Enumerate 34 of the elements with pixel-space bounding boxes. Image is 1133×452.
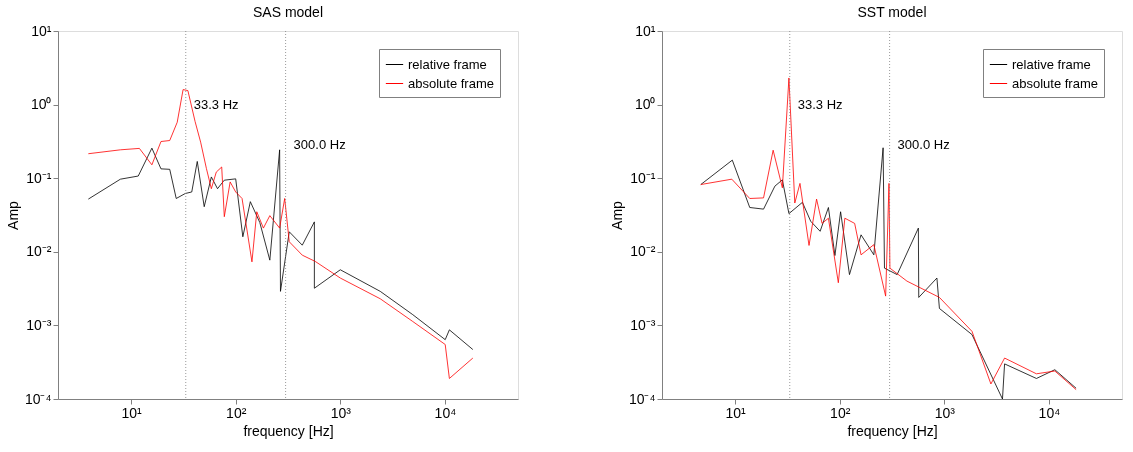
x-tick-label: 10¹ — [725, 404, 747, 421]
y-tick-label: 10⁰ — [634, 96, 656, 113]
legend-label: relative frame — [408, 56, 487, 72]
ref-line-label: 33.3 Hz — [797, 97, 843, 112]
x-tick-label: 10³ — [330, 404, 352, 421]
x-tick-label: 10² — [226, 404, 247, 421]
y-tick-label: 10⁰ — [30, 96, 52, 113]
x-tick-label: 10⁴ — [1038, 404, 1061, 421]
x-tick-label: 10³ — [934, 404, 956, 421]
legend-label: relative frame — [1012, 56, 1091, 72]
ref-line-label: 33.3 Hz — [193, 97, 239, 112]
x-tick-label: 10⁴ — [434, 404, 457, 421]
y-tick-label: 10⁻² — [630, 243, 656, 260]
y-tick-label: 10¹ — [31, 22, 52, 39]
ref-line-label: 300.0 Hz — [293, 137, 346, 152]
x-tick-label: 10¹ — [121, 404, 143, 421]
legend-label: absolute frame — [408, 75, 494, 91]
ref-line-label: 300.0 Hz — [897, 137, 950, 152]
y-tick-label: 10⁻³ — [630, 316, 656, 333]
y-tick-label: 10¹ — [635, 22, 656, 39]
y-tick-label: 10⁻⁴ — [24, 390, 52, 407]
y-tick-label: 10⁻³ — [26, 316, 52, 333]
x-axis-title: frequency [Hz] — [243, 422, 334, 439]
y-axis-title: Amp — [608, 200, 625, 230]
y-tick-label: 10⁻⁴ — [628, 390, 656, 407]
x-axis-title: frequency [Hz] — [847, 422, 938, 439]
y-tick-label: 10⁻² — [26, 243, 52, 260]
x-tick-label: 10² — [830, 404, 851, 421]
y-tick-label: 10⁻¹ — [26, 169, 52, 186]
chart-title: SAS model — [252, 4, 324, 20]
chart-title: SST model — [857, 4, 927, 20]
y-axis-title: Amp — [4, 200, 21, 230]
legend-label: absolute frame — [1012, 75, 1098, 91]
y-tick-label: 10⁻¹ — [630, 169, 656, 186]
